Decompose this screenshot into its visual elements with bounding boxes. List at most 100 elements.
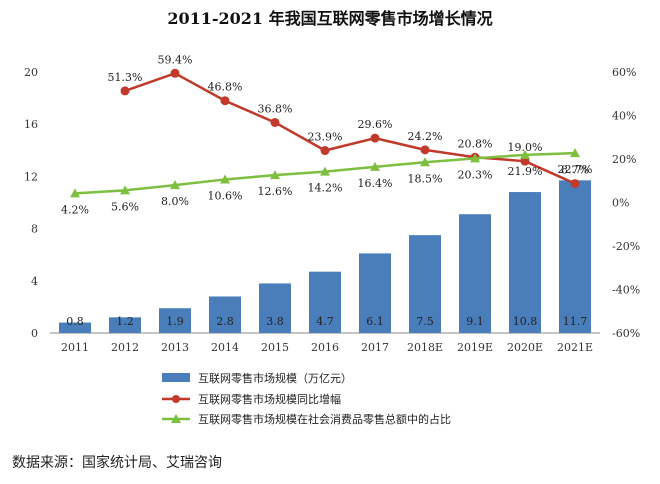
bar-data-label: 4.7 [316, 315, 334, 328]
line-point [370, 161, 380, 171]
bar [509, 192, 541, 333]
x-tick-label: 2018E [407, 341, 443, 354]
chart-axes: 0 4 8 12 16 20 -60% -40% -20% 0% 20% 40% 60% 2011 2012… [24, 66, 640, 354]
bar-data-label: 1.2 [116, 315, 134, 328]
line-point [220, 96, 230, 106]
legend-marker [171, 414, 181, 423]
y-left-tick-label: 12 [24, 170, 38, 183]
y-right-tick-label: 20% [612, 153, 636, 166]
line-data-label: 10.6% [208, 189, 243, 202]
bar [209, 296, 241, 333]
bar [559, 180, 591, 333]
line-data-label: 16.4% [358, 177, 393, 190]
y-right-tick-label: -20% [612, 240, 640, 253]
line-data-label: 59.4% [158, 53, 193, 66]
y-right-tick-label: -40% [612, 284, 640, 297]
line-data-label: 20.3% [458, 168, 493, 181]
x-tick-label: 2020E [507, 341, 543, 354]
x-tick-label: 2017 [361, 341, 389, 354]
legend-label: 互联网零售市场规模同比增幅 [198, 392, 341, 406]
y-left-tick-label: 0 [31, 327, 38, 340]
line-data-label: 12.6% [258, 185, 293, 198]
bar [109, 317, 141, 333]
bar-data-label: 6.1 [366, 315, 384, 328]
chart-title: 2011-2021 年我国互联网零售市场增长情况 [167, 9, 492, 28]
line-point [270, 170, 280, 180]
line-point [70, 188, 80, 198]
bar-series [59, 180, 591, 333]
bar [259, 283, 291, 333]
bar [459, 214, 491, 333]
series-line [124, 71, 576, 185]
x-tick-label: 2021E [557, 341, 593, 354]
line-point [220, 174, 230, 184]
line-data-label: 14.2% [308, 182, 343, 195]
line-data-label: 21.9% [508, 165, 543, 178]
legend-swatch-bar [162, 373, 190, 382]
line-point [170, 180, 180, 190]
line-data-label: 19.0% [508, 141, 543, 154]
legend-label: 互联网零售市场规模（万亿元） [198, 371, 352, 385]
line-data-label: 20.8% [458, 137, 493, 150]
bar [359, 253, 391, 333]
legend-label: 互联网零售市场规模在社会消费品零售总额中的占比 [198, 412, 451, 426]
legend-marker [172, 395, 180, 403]
line-point [570, 179, 580, 189]
x-tick-label: 2016 [311, 341, 339, 354]
line-point [470, 153, 480, 163]
x-tick-label: 2015 [261, 341, 289, 354]
chart-legend: 互联网零售市场规模（万亿元） 互联网零售市场规模同比增幅互联网零售市场规模在社会消… [162, 371, 451, 426]
line-point [320, 146, 330, 156]
bar-data-label: 9.1 [466, 315, 484, 328]
line-point [420, 145, 430, 155]
y-left-tick-label: 8 [31, 223, 38, 236]
line-point [170, 68, 180, 78]
line-data-label: 18.5% [408, 172, 443, 185]
line-data-label: 36.8% [258, 102, 293, 115]
y-left-tick-label: 16 [24, 118, 38, 131]
bar-data-label: 0.8 [66, 315, 84, 328]
line-data-label: 23.9% [308, 131, 343, 144]
bar-data-label: 7.5 [416, 315, 434, 328]
line-point [120, 86, 130, 96]
bar [159, 308, 191, 333]
y-right-tick-label: -60% [612, 327, 640, 340]
x-tick-label: 2012 [111, 341, 139, 354]
line-point [370, 133, 380, 143]
line-data-label: 8.7% [561, 164, 589, 177]
bar-data-label: 3.8 [266, 315, 284, 328]
line-data-label: 29.6% [358, 118, 393, 131]
line-point [520, 156, 530, 166]
line-point [420, 157, 430, 167]
bar-data-label: 11.7 [563, 315, 588, 328]
line-data-label: 24.2% [408, 130, 443, 143]
x-tick-label: 2011 [61, 341, 89, 354]
bar [309, 271, 341, 333]
line-series [70, 68, 580, 198]
bar [59, 322, 91, 333]
line-data-label: 5.6% [111, 200, 139, 213]
bar-data-label: 2.8 [216, 315, 234, 328]
line-data-label: 4.2% [61, 203, 89, 216]
data-labels: 0.8 1.2 1.9 2.8 3.8 4.7 6.1 7.5 9.1 10.8 11.7 51.3%… [61, 53, 592, 328]
line-point [520, 149, 530, 159]
line-point [570, 148, 580, 158]
x-tick-label: 2014 [211, 341, 239, 354]
line-point [120, 185, 130, 195]
x-tick-label: 2013 [161, 341, 189, 354]
y-right-tick-label: 60% [612, 66, 636, 79]
y-right-tick-label: 0% [612, 197, 629, 210]
y-right-tick-label: 40% [612, 110, 636, 123]
line-data-label: 51.3% [108, 71, 143, 84]
x-tick-label: 2019E [457, 341, 493, 354]
source-note: 数据来源：国家统计局、艾瑞咨询 [12, 455, 222, 471]
y-left-tick-label: 4 [31, 275, 38, 288]
line-data-label: 46.8% [208, 81, 243, 94]
line-data-label: 8.0% [161, 195, 189, 208]
bar-data-label: 10.8 [513, 315, 538, 328]
y-left-tick-label: 20 [24, 66, 38, 79]
bar-data-label: 1.9 [166, 315, 184, 328]
bar [409, 235, 441, 333]
line-point [270, 117, 280, 127]
